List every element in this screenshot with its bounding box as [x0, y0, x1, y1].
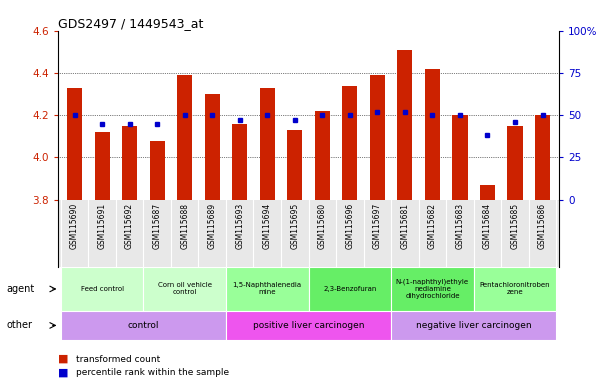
Text: GSM115693: GSM115693	[235, 203, 244, 249]
Bar	[535, 115, 550, 200]
Bar	[61, 311, 226, 340]
Bar	[342, 86, 357, 200]
Bar	[370, 75, 385, 200]
Text: GSM115685: GSM115685	[511, 203, 519, 249]
Bar	[474, 267, 556, 311]
Text: GSM115696: GSM115696	[345, 203, 354, 249]
Text: Feed control: Feed control	[81, 286, 123, 292]
Text: N-(1-naphthyl)ethyle
nediamine
dihydrochloride: N-(1-naphthyl)ethyle nediamine dihydroch…	[396, 279, 469, 299]
Text: GSM115684: GSM115684	[483, 203, 492, 249]
Bar	[67, 88, 82, 200]
Bar	[226, 267, 309, 311]
Text: GSM115692: GSM115692	[125, 203, 134, 249]
Text: other: other	[6, 320, 32, 331]
Text: 2,3-Benzofuran: 2,3-Benzofuran	[323, 286, 376, 292]
Bar	[508, 126, 522, 200]
Bar	[397, 50, 412, 200]
Text: GSM115697: GSM115697	[373, 203, 382, 249]
Text: GSM115681: GSM115681	[400, 203, 409, 249]
Text: GSM115680: GSM115680	[318, 203, 327, 249]
Text: ■: ■	[58, 367, 68, 377]
Bar	[391, 311, 556, 340]
Bar	[144, 267, 226, 311]
Bar	[95, 132, 109, 200]
Text: Pentachloronitroben
zene: Pentachloronitroben zene	[480, 283, 551, 295]
Text: 1,5-Naphthalenedia
mine: 1,5-Naphthalenedia mine	[233, 283, 302, 295]
Text: positive liver carcinogen: positive liver carcinogen	[253, 321, 364, 330]
Bar	[287, 130, 302, 200]
Bar	[122, 126, 137, 200]
Text: GSM115683: GSM115683	[455, 203, 464, 249]
Bar	[150, 141, 165, 200]
Text: GSM115690: GSM115690	[70, 203, 79, 249]
Bar	[260, 88, 275, 200]
Text: GSM115688: GSM115688	[180, 203, 189, 249]
Text: GDS2497 / 1449543_at: GDS2497 / 1449543_at	[58, 17, 203, 30]
Bar	[232, 124, 247, 200]
Bar	[480, 185, 495, 200]
Text: GSM115686: GSM115686	[538, 203, 547, 249]
Text: Corn oil vehicle
control: Corn oil vehicle control	[158, 283, 211, 295]
Text: percentile rank within the sample: percentile rank within the sample	[76, 368, 230, 377]
Text: agent: agent	[6, 284, 34, 294]
Text: GSM115687: GSM115687	[153, 203, 162, 249]
Text: transformed count: transformed count	[76, 354, 161, 364]
Text: GSM115682: GSM115682	[428, 203, 437, 249]
Text: GSM115695: GSM115695	[290, 203, 299, 249]
Bar	[177, 75, 192, 200]
Bar	[452, 115, 467, 200]
Bar	[205, 94, 220, 200]
Text: negative liver carcinogen: negative liver carcinogen	[416, 321, 532, 330]
Bar	[315, 111, 330, 200]
Text: GSM115691: GSM115691	[98, 203, 106, 249]
Bar	[309, 267, 391, 311]
Bar	[425, 69, 440, 200]
Bar	[391, 267, 474, 311]
Text: control: control	[128, 321, 159, 330]
Text: GSM115694: GSM115694	[263, 203, 272, 249]
Text: GSM115689: GSM115689	[208, 203, 217, 249]
Bar	[61, 267, 144, 311]
Text: ■: ■	[58, 354, 68, 364]
Bar	[226, 311, 391, 340]
